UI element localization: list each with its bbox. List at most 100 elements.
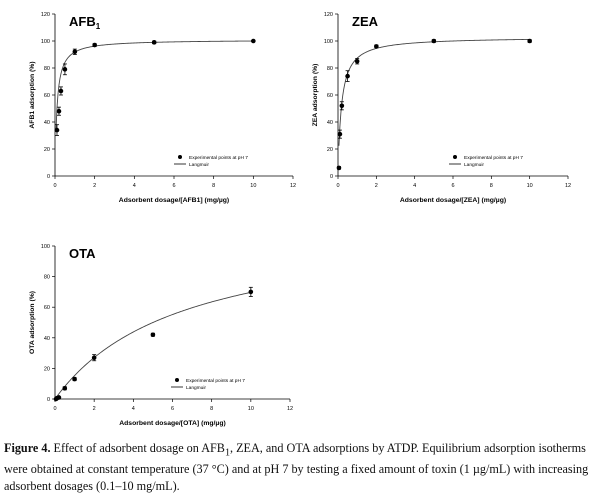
data-point <box>336 165 342 171</box>
data-point <box>56 106 62 116</box>
y-tick-label: 0 <box>47 397 50 403</box>
legend-marker <box>175 378 179 382</box>
y-tick-label: 100 <box>41 244 50 250</box>
data-point <box>62 385 68 391</box>
langmuir-curve <box>55 40 254 131</box>
x-tick-label: 2 <box>93 406 96 412</box>
y-tick-label: 100 <box>324 39 333 45</box>
chart-title: AFB1 <box>69 14 101 31</box>
data-point <box>339 101 345 111</box>
data-point <box>251 38 256 44</box>
x-tick-label: 8 <box>210 406 213 412</box>
data-point <box>151 40 157 45</box>
data-marker <box>337 131 343 137</box>
x-tick-label: 12 <box>290 183 296 189</box>
x-tick-label: 2 <box>375 183 378 189</box>
legend-label-points: Experimental points at pH 7 <box>189 155 248 161</box>
legend-label-fit: Langmuir <box>189 162 209 168</box>
y-tick-label: 0 <box>330 174 333 180</box>
data-marker <box>431 38 437 44</box>
x-tick-label: 4 <box>133 183 136 189</box>
data-marker <box>374 44 379 49</box>
data-point <box>150 332 156 338</box>
y-tick-label: 40 <box>44 120 50 126</box>
y-tick-label: 40 <box>44 336 50 342</box>
data-marker <box>150 332 156 338</box>
x-tick-label: 0 <box>53 183 56 189</box>
data-marker <box>354 58 360 64</box>
caption-subscript: 1 <box>224 447 231 459</box>
y-tick-label: 80 <box>327 66 333 72</box>
data-point <box>54 124 60 136</box>
legend-label-fit: Langmuir <box>186 385 206 391</box>
x-tick-label: 0 <box>53 406 56 412</box>
x-tick-label: 10 <box>527 183 533 189</box>
caption-text-2: , ZEA, and OTA adsorptions by ATDP. Equi… <box>4 441 589 494</box>
data-marker <box>345 73 350 79</box>
y-tick-label: 120 <box>324 12 333 18</box>
data-marker <box>251 38 256 44</box>
caption-label: Figure 4. <box>4 441 51 455</box>
data-point <box>345 70 350 82</box>
data-point <box>72 48 78 55</box>
data-marker <box>248 289 254 295</box>
x-axis-label: Adsorbent dosage/[ZEA] (mg/µg) <box>400 197 506 204</box>
data-point <box>431 38 437 44</box>
data-marker <box>72 376 77 382</box>
y-tick-label: 120 <box>41 12 50 18</box>
x-tick-label: 0 <box>336 183 339 189</box>
x-tick-label: 8 <box>212 183 215 189</box>
data-point <box>354 58 360 65</box>
data-point <box>91 354 97 362</box>
data-point <box>62 63 68 76</box>
x-tick-label: 10 <box>250 183 256 189</box>
legend-label-points: Experimental points at pH 7 <box>464 155 523 161</box>
data-marker <box>72 49 78 55</box>
data-marker <box>336 165 342 171</box>
x-axis-label: Adsorbent dosage/[AFB1] (mg/µg) <box>119 197 229 204</box>
y-tick-label: 20 <box>44 366 50 372</box>
y-axis-label: ZEA adsorption (%) <box>312 64 319 127</box>
x-tick-label: 12 <box>565 183 571 189</box>
y-axis-label: OTA adsorption (%) <box>29 291 36 354</box>
chart-title: ZEA <box>352 14 379 29</box>
y-tick-label: 20 <box>44 147 50 153</box>
legend-label-points: Experimental points at pH 7 <box>186 378 245 384</box>
x-tick-label: 10 <box>248 406 254 412</box>
y-tick-label: 60 <box>44 93 50 99</box>
data-marker <box>339 103 345 109</box>
data-point <box>248 286 254 297</box>
legend-marker <box>178 155 182 159</box>
y-tick-label: 80 <box>44 275 50 281</box>
y-tick-label: 20 <box>327 147 333 153</box>
data-marker <box>527 38 532 44</box>
chart-title: OTA <box>69 246 96 261</box>
data-marker <box>151 40 157 45</box>
data-marker <box>62 385 68 391</box>
x-tick-label: 4 <box>132 406 135 412</box>
langmuir-curve <box>338 38 530 146</box>
data-point <box>56 395 62 400</box>
y-tick-label: 0 <box>47 174 50 180</box>
x-tick-label: 6 <box>171 406 174 412</box>
chart-panel-3: 0 2 4 6 8 10 12 0 20 40 60 80 100 Adsorbent dosage/[O… <box>29 244 293 427</box>
data-marker <box>56 395 62 400</box>
chart-title-subscript: 1 <box>96 22 101 31</box>
y-tick-label: 80 <box>44 66 50 72</box>
data-marker <box>62 67 68 72</box>
caption-text-1: Effect of adsorbent dosage on AFB <box>50 441 225 455</box>
data-point <box>527 38 532 44</box>
figure-caption: Figure 4. Effect of adsorbent dosage on … <box>4 440 596 495</box>
data-point <box>72 376 77 382</box>
y-axis-label: AFB1 adsorption (%) <box>29 61 36 128</box>
x-tick-label: 6 <box>172 183 175 189</box>
y-tick-label: 100 <box>41 39 50 45</box>
data-marker <box>58 88 64 94</box>
data-point <box>92 42 97 48</box>
x-axis-label: Adsorbent dosage/[OTA] (mg/µg) <box>119 420 226 427</box>
